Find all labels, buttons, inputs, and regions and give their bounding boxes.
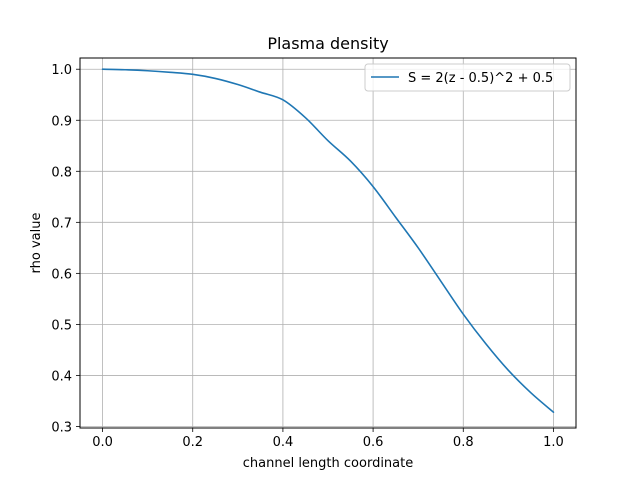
x-tick-label: 0.8 — [453, 435, 474, 450]
x-tick-label: 0.2 — [182, 435, 203, 450]
y-tick-label: 0.4 — [51, 369, 72, 384]
x-tick-label: 0.0 — [92, 435, 113, 450]
y-tick-label: 0.6 — [51, 267, 72, 282]
chart-title: Plasma density — [267, 34, 388, 53]
y-tick-label: 1.0 — [51, 63, 72, 78]
y-axis-label: rho value — [29, 213, 44, 274]
y-tick-label: 0.9 — [51, 114, 72, 129]
x-tick-label: 0.6 — [363, 435, 384, 450]
y-tick-label: 0.7 — [51, 216, 72, 231]
y-tick-label: 0.5 — [51, 318, 72, 333]
legend: S = 2(z - 0.5)^2 + 0.5 — [364, 63, 571, 92]
plot-frame — [79, 57, 577, 429]
x-tick-label: 0.4 — [273, 435, 294, 450]
series-lines — [101, 68, 555, 413]
legend-label: S = 2(z - 0.5)^2 + 0.5 — [408, 71, 553, 86]
y-tick-label: 0.3 — [51, 420, 72, 435]
grid-lines — [80, 58, 576, 428]
axis-ticks: 0.0 0.2 0.4 0.6 0.8 1.0 0.3 0.4 0.5 0.6 0.7 0.8 0.9 1… — [51, 63, 563, 450]
x-axis-label: channel length coordinate — [243, 456, 413, 471]
x-tick-label: 1.0 — [543, 435, 564, 450]
y-tick-label: 0.8 — [51, 165, 72, 180]
series-line — [101, 68, 555, 413]
legend-box — [364, 63, 571, 92]
